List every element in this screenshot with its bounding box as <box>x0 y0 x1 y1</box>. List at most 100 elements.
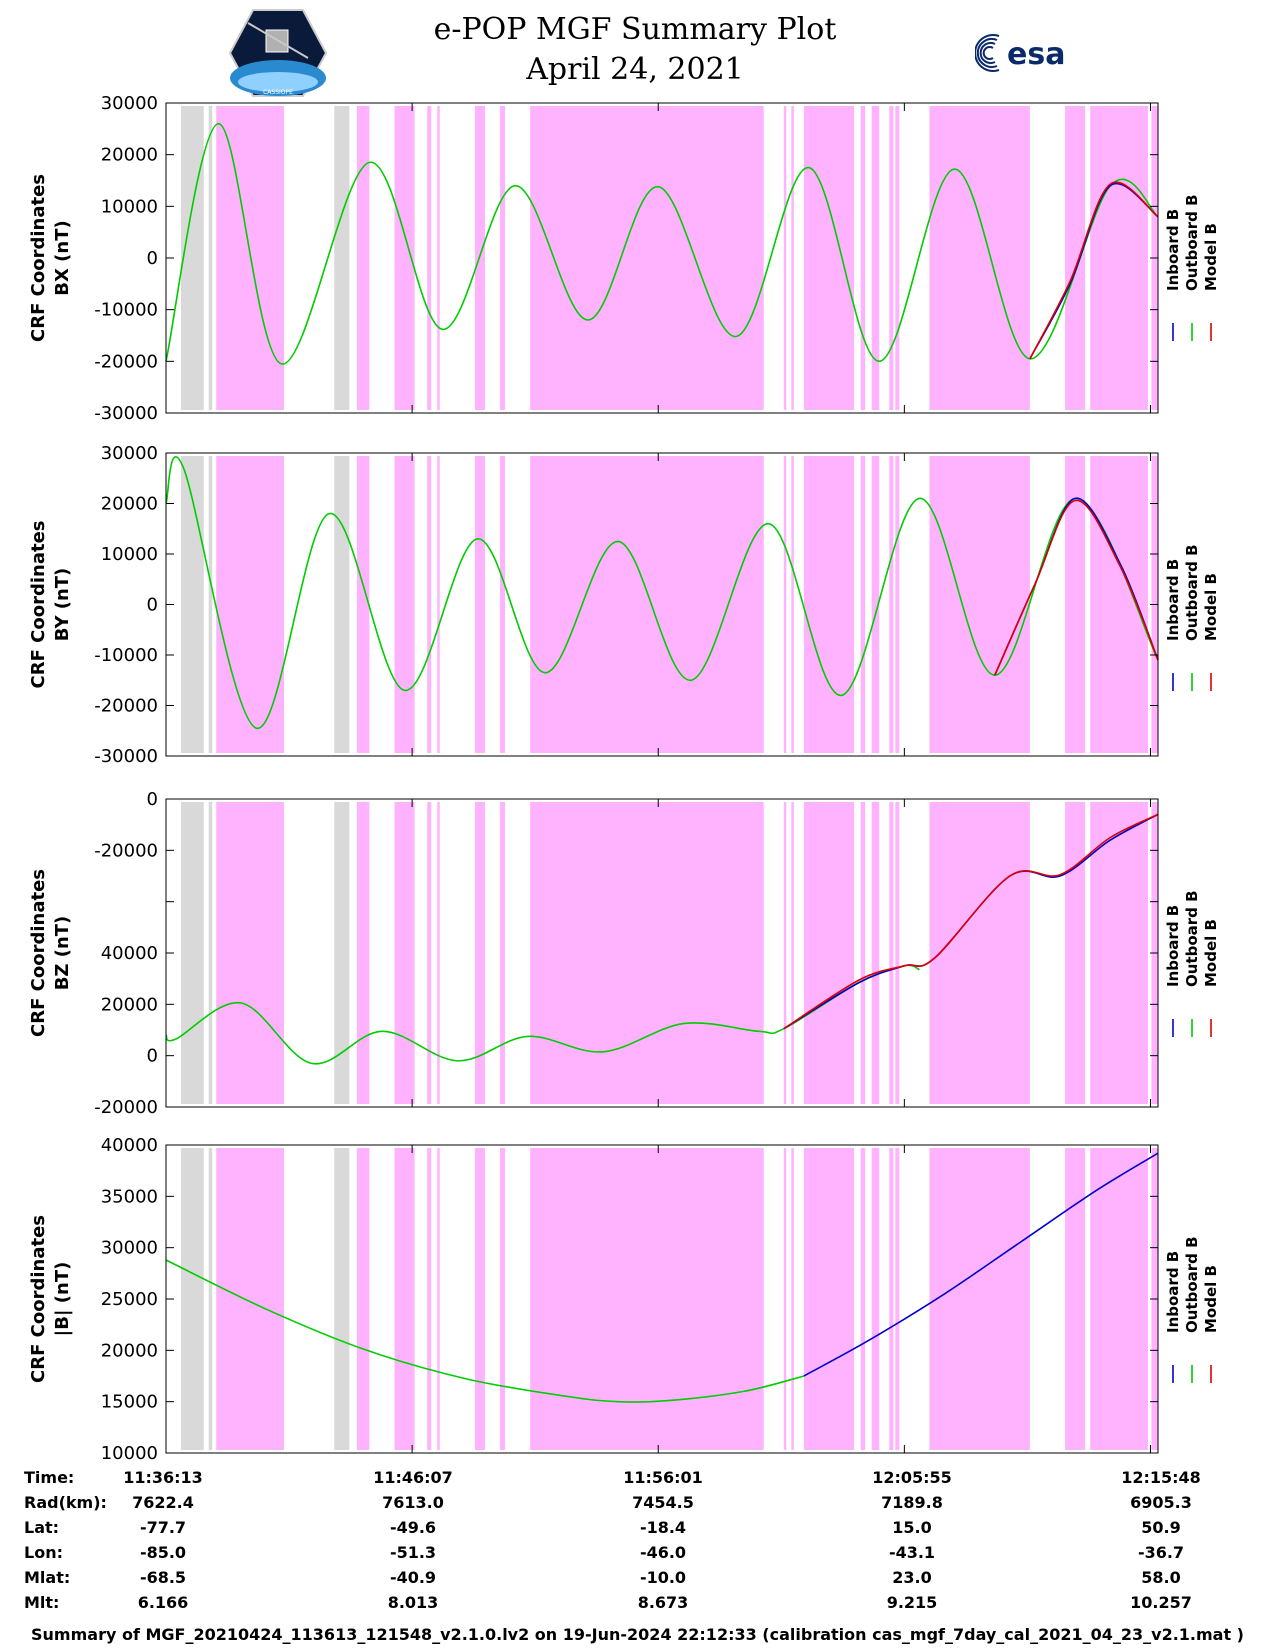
info-row-lat: Lat: -77.7 -49.6 -18.4 15.0 50.9 <box>20 1518 1220 1542</box>
y-axis-label: CRF Coordinates <box>28 1215 49 1383</box>
shaded-interval <box>530 802 764 1104</box>
shaded-interval <box>803 106 855 410</box>
series-line <box>165 122 1159 365</box>
shaded-interval <box>791 1148 794 1450</box>
shaded-interval <box>530 1148 764 1450</box>
rad-value: 6905.3 <box>1130 1493 1192 1512</box>
gap-interval <box>181 106 204 410</box>
shaded-interval <box>1065 1148 1086 1450</box>
shaded-interval <box>437 802 440 1104</box>
shaded-interval <box>803 802 855 1104</box>
lat-value: -18.4 <box>639 1518 687 1537</box>
y-tick-label: 40000 <box>101 1135 158 1156</box>
mlt-value: 8.013 <box>387 1593 439 1612</box>
shaded-interval <box>929 1148 1030 1450</box>
shaded-interval <box>1090 106 1148 410</box>
gap-interval <box>334 1148 350 1450</box>
shaded-interval <box>889 456 894 753</box>
chart-panel: 40000 35000 30000 25000 20000 15000 10000 CRF C… <box>28 1135 1220 1464</box>
shaded-interval <box>895 456 900 753</box>
shaded-interval <box>929 106 1030 410</box>
shaded-interval <box>929 456 1030 753</box>
shaded-interval <box>474 1148 485 1450</box>
series-line <box>994 499 1159 676</box>
y-tick-label: 20000 <box>101 494 158 515</box>
shaded-interval <box>895 106 900 410</box>
y-tick-label: -10000 <box>94 300 158 321</box>
shaded-interval <box>860 802 866 1104</box>
shaded-interval <box>394 802 415 1104</box>
lat-value: 15.0 <box>892 1518 932 1537</box>
shaded-interval <box>791 802 794 1104</box>
lat-value: 50.9 <box>1141 1518 1181 1537</box>
shaded-interval <box>356 106 370 410</box>
series-line <box>783 813 1159 1030</box>
info-row-time: Time: 11:36:13 11:46:07 11:56:01 12:05:5… <box>20 1468 1220 1492</box>
shaded-interval <box>791 106 794 410</box>
mlat-value: -40.9 <box>389 1568 437 1587</box>
lon-label: Lon: <box>24 1543 63 1562</box>
gap-interval <box>181 456 204 753</box>
shaded-interval <box>1065 802 1086 1104</box>
y-tick-label: 0 <box>147 1046 158 1067</box>
shaded-interval <box>1065 456 1086 753</box>
shaded-interval <box>427 456 432 753</box>
shaded-interval <box>216 456 285 753</box>
shaded-interval <box>530 106 764 410</box>
y-tick-label: 10000 <box>101 196 158 217</box>
shaded-interval <box>871 802 880 1104</box>
shaded-interval <box>427 1148 432 1450</box>
y-tick-label: -20000 <box>94 696 158 717</box>
shaded-interval <box>783 106 787 410</box>
shaded-interval <box>427 802 432 1104</box>
y-tick-label: 30000 <box>101 1238 158 1259</box>
y-tick-label: 30000 <box>101 93 158 114</box>
legend-label: Outboard B <box>1183 1236 1201 1333</box>
orbit-info-table: Time: 11:36:13 11:46:07 11:56:01 12:05:5… <box>20 1468 1220 1628</box>
gap-interval <box>334 456 350 753</box>
shaded-interval <box>500 456 506 753</box>
legend-label: Inboard B <box>1164 1251 1182 1333</box>
y-tick-label: -30000 <box>94 746 158 767</box>
mlt-label: Mlt: <box>24 1593 60 1612</box>
shaded-interval <box>791 456 794 753</box>
shaded-interval <box>783 1148 787 1450</box>
shaded-interval <box>530 456 764 753</box>
gap-interval <box>208 802 213 1104</box>
y-tick-label: -30000 <box>94 403 158 424</box>
shaded-interval <box>783 802 787 1104</box>
shaded-interval <box>871 456 880 753</box>
shaded-interval <box>803 1148 855 1450</box>
chart-panel: 30000 20000 10000 0 -10000 -20000 -30000 CRF Co… <box>28 93 1220 424</box>
info-row-mlt: Mlt: 6.166 8.013 8.673 9.215 10.257 <box>20 1593 1220 1617</box>
shaded-interval <box>437 1148 440 1450</box>
shaded-interval <box>860 456 866 753</box>
shaded-interval <box>783 456 787 753</box>
time-value: 11:46:07 <box>373 1468 453 1487</box>
esa-logo: esa <box>975 34 1065 72</box>
y-tick-label: -20000 <box>94 1097 158 1118</box>
gap-interval <box>334 106 350 410</box>
shaded-interval <box>394 1148 415 1450</box>
time-value: 11:36:13 <box>123 1468 203 1487</box>
y-tick-label: 20000 <box>101 145 158 166</box>
time-label: Time: <box>24 1468 75 1487</box>
y-axis-label: |B| (nT) <box>52 1262 73 1337</box>
shaded-interval <box>889 1148 894 1450</box>
lon-value: -46.0 <box>639 1543 687 1562</box>
info-row-rad: Rad(km): 7622.4 7613.0 7454.5 7189.8 690… <box>20 1493 1220 1517</box>
shaded-interval <box>394 106 415 410</box>
y-tick-label: 30000 <box>101 443 158 464</box>
legend-label: Outboard B <box>1183 544 1201 641</box>
shaded-interval <box>394 456 415 753</box>
mlat-value: 23.0 <box>892 1568 932 1587</box>
time-value: 12:05:55 <box>872 1468 952 1487</box>
y-tick-label: 25000 <box>101 1289 158 1310</box>
info-row-lon: Lon: -85.0 -51.3 -46.0 -43.1 -36.7 <box>20 1543 1220 1567</box>
y-tick-label: 15000 <box>101 1392 158 1413</box>
shaded-interval <box>929 802 1030 1104</box>
y-axis-label: BZ (nT) <box>52 916 73 991</box>
lon-value: -43.1 <box>888 1543 936 1562</box>
rad-value: 7622.4 <box>132 1493 194 1512</box>
mlt-value: 6.166 <box>137 1593 189 1612</box>
